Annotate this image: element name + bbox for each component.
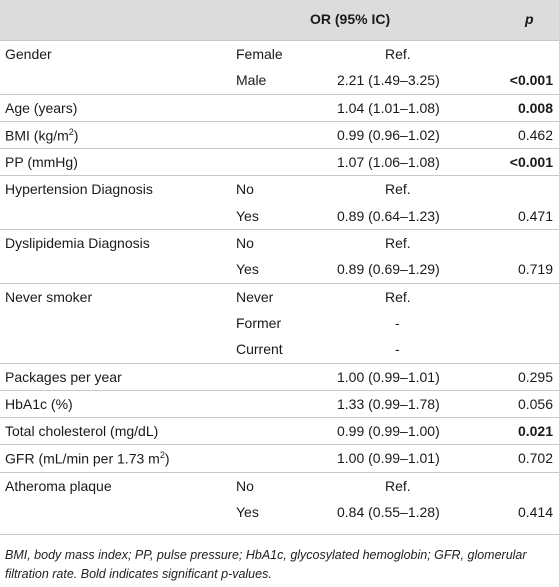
- table-row: PP (mmHg) 1.07 (1.06–1.08) <0.001: [0, 148, 559, 175]
- variable-cell: Total cholesterol (mg/dL): [5, 423, 158, 439]
- variable-cell: PP (mmHg): [5, 154, 78, 170]
- table-row: GFR (mL/min per 1.73 m2) 1.00 (0.99–1.01)…: [0, 444, 559, 471]
- table-row: Yes 0.89 (0.64–1.23) 0.471: [0, 203, 559, 229]
- variable-superscript: 2: [68, 126, 74, 137]
- category-cell: Yes: [236, 504, 259, 521]
- odds-ratio-cell: 1.07 (1.06–1.08): [337, 154, 440, 171]
- table-row: Hypertension Diagnosis No Ref.: [0, 175, 559, 202]
- table-row: Dyslipidemia Diagnosis No Ref.: [0, 229, 559, 256]
- p-value-cell: 0.295: [517, 368, 553, 385]
- odds-ratio-cell: -: [395, 314, 400, 331]
- table-row: Male 2.21 (1.49–3.25) <0.001: [0, 67, 559, 93]
- odds-ratio-cell: 1.04 (1.01–1.08): [337, 99, 440, 116]
- variable-tail: ): [164, 451, 170, 468]
- table-row: Current -: [0, 336, 559, 362]
- p-value-cell: 0.056: [517, 395, 553, 412]
- category-cell: Female: [236, 46, 283, 62]
- variable-text: Packages per year: [5, 368, 122, 385]
- odds-ratio-cell: Ref.: [385, 477, 411, 494]
- category-cell: Yes: [236, 207, 259, 224]
- category-cell: Male: [236, 72, 267, 89]
- variable-cell: Atheroma plaque: [5, 478, 112, 494]
- category-cell: Yes: [236, 261, 259, 278]
- p-value-cell: 0.462: [517, 126, 553, 143]
- odds-ratio-cell: -: [395, 341, 400, 358]
- table-row: Age (years) 1.04 (1.01–1.08) 0.008: [0, 93, 559, 121]
- table-row: Former -: [0, 310, 559, 336]
- p-value-cell: 0.702: [517, 450, 553, 467]
- table-row: Yes 0.89 (0.69–1.29) 0.719: [0, 256, 559, 282]
- table-row: HbA1c (%) 1.33 (0.99–1.78) 0.056: [0, 389, 559, 417]
- category-cell: Current: [236, 341, 283, 358]
- table-row: Never smoker Never Ref.: [0, 282, 559, 310]
- p-value-cell: 0.414: [517, 504, 553, 521]
- variable-cell: HbA1c (%): [5, 396, 73, 412]
- odds-ratio-cell: Ref.: [385, 181, 411, 198]
- variable-cell: BMI (kg/m2): [5, 127, 78, 144]
- table-row: Packages per year 1.00 (0.99–1.01) 0.295: [0, 362, 559, 390]
- odds-ratio-cell: 1.00 (0.99–1.01): [337, 450, 440, 467]
- variable-text: Atheroma plaque: [5, 477, 112, 494]
- category-cell: No: [236, 181, 254, 198]
- odds-ratio-cell: 0.99 (0.96–1.02): [337, 126, 440, 143]
- variable-text: Gender: [5, 46, 52, 62]
- variable-tail: ): [73, 127, 79, 144]
- category-cell: No: [236, 235, 254, 252]
- variable-cell: Dyslipidemia Diagnosis: [5, 235, 150, 251]
- variable-text: Dyslipidemia Diagnosis: [5, 235, 150, 252]
- odds-ratio-cell: 1.00 (0.99–1.01): [337, 368, 440, 385]
- table-row: Yes 0.84 (0.55–1.28) 0.414: [0, 499, 559, 525]
- category-cell: No: [236, 477, 254, 494]
- table-header: OR (95% IC) p: [0, 0, 559, 40]
- odds-ratio-cell: 0.89 (0.64–1.23): [337, 207, 440, 224]
- odds-ratio-cell: 2.21 (1.49–3.25): [337, 72, 440, 89]
- table-row: BMI (kg/m2) 0.99 (0.96–1.02) 0.462: [0, 120, 559, 148]
- header-or: OR (95% IC): [310, 11, 391, 27]
- odds-ratio-cell: Ref.: [385, 288, 411, 305]
- odds-ratio-cell: 1.33 (0.99–1.78): [337, 395, 440, 412]
- variable-text: Hypertension Diagnosis: [5, 181, 153, 198]
- odds-ratio-cell: 0.84 (0.55–1.28): [337, 504, 440, 521]
- odds-ratio-cell: Ref.: [385, 235, 411, 252]
- p-value-cell: 0.719: [517, 261, 553, 278]
- table-body: Gender Female Ref. Male 2.21 (1.49–3.25) <0.0…: [0, 40, 559, 525]
- variable-text: GFR (mL/min per 1.73 m: [5, 451, 160, 468]
- variable-text: HbA1c (%): [5, 395, 73, 412]
- variable-cell: Gender: [5, 46, 52, 62]
- variable-cell: Hypertension Diagnosis: [5, 181, 153, 197]
- bottom-rule: [0, 534, 559, 535]
- header-p: p: [525, 11, 534, 27]
- p-value-cell: <0.001: [509, 72, 553, 89]
- results-table: OR (95% IC) p Gender Female Ref. Male 2.21 (…: [0, 0, 559, 525]
- variable-cell: Never smoker: [5, 289, 92, 305]
- category-cell: Former: [236, 314, 282, 331]
- table-row: Gender Female Ref.: [0, 40, 559, 67]
- table-row: Atheroma plaque No Ref.: [0, 471, 559, 499]
- odds-ratio-cell: Ref.: [385, 46, 411, 62]
- variable-text: Age (years): [5, 99, 78, 116]
- variable-cell: Packages per year: [5, 369, 122, 385]
- table-row: Total cholesterol (mg/dL) 0.99 (0.99–1.00…: [0, 417, 559, 444]
- p-value-cell: <0.001: [509, 154, 553, 171]
- p-value-cell: 0.471: [517, 207, 553, 224]
- variable-text: Total cholesterol (mg/dL): [5, 423, 159, 440]
- variable-superscript: 2: [159, 450, 165, 461]
- p-value-cell: 0.021: [517, 423, 553, 440]
- variable-text: BMI (kg/m: [5, 127, 69, 144]
- p-value-cell: 0.008: [517, 99, 553, 116]
- variable-text: Never smoker: [5, 288, 93, 305]
- variable-cell: Age (years): [5, 100, 77, 116]
- odds-ratio-cell: 0.89 (0.69–1.29): [337, 261, 440, 278]
- variable-text: PP (mmHg): [5, 154, 78, 171]
- table-footnote: BMI, body mass index; PP, pulse pressure…: [5, 548, 527, 581]
- category-cell: Never: [236, 288, 274, 305]
- odds-ratio-cell: 0.99 (0.99–1.00): [337, 423, 440, 440]
- variable-cell: GFR (mL/min per 1.73 m2): [5, 450, 170, 467]
